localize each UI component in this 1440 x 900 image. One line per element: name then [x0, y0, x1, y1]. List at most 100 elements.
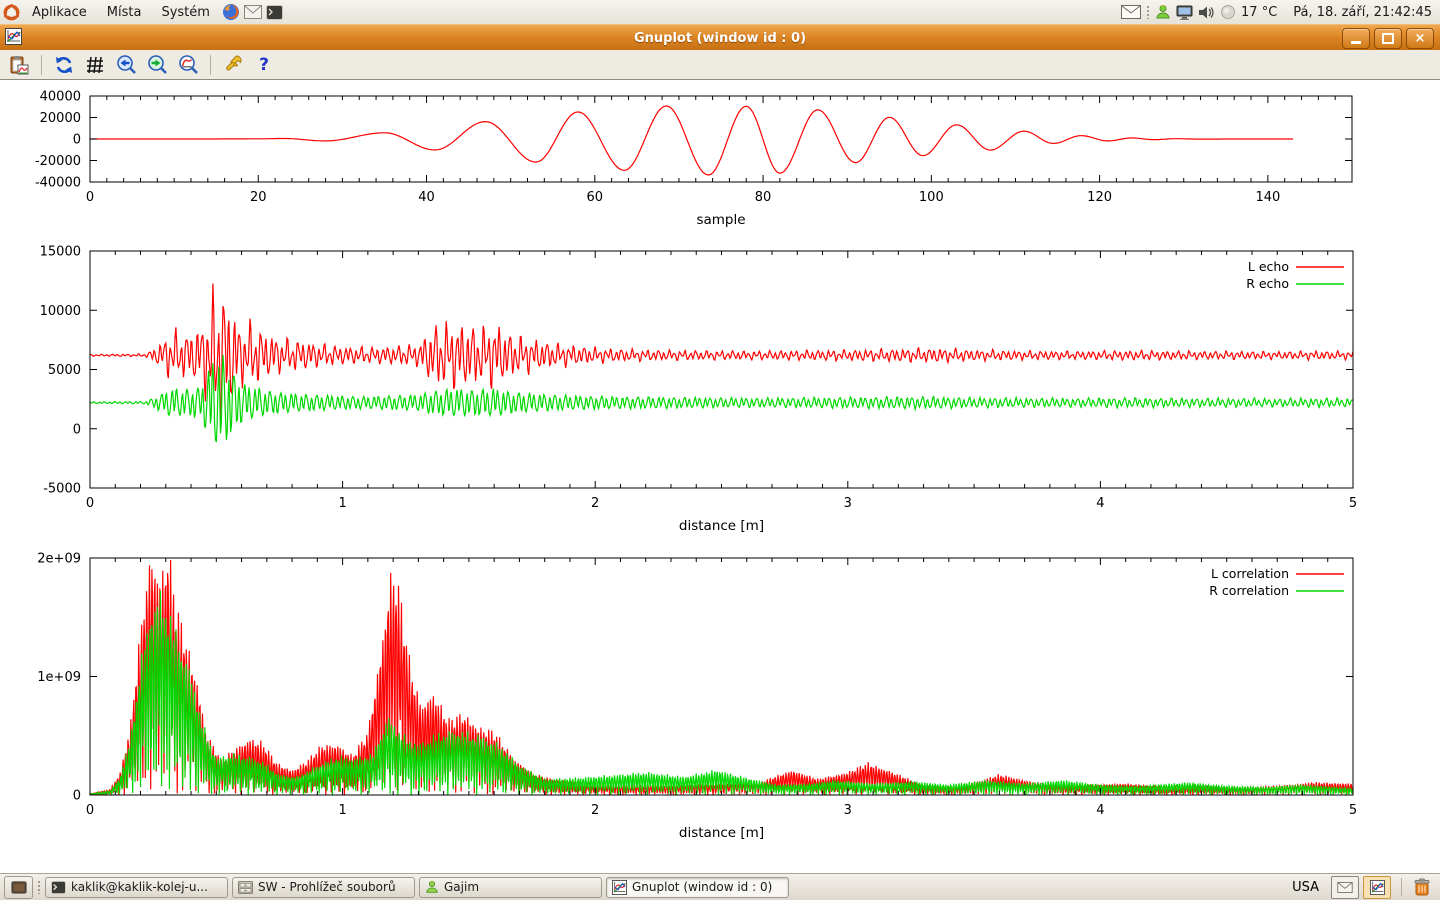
x-tick-label: 20 [250, 190, 267, 205]
task-terminal[interactable]: kaklik@kaklik-kolej-u... [45, 877, 228, 898]
gnuplot-window-icon [5, 28, 22, 45]
y-tick-label: -20000 [35, 154, 81, 169]
replot-button[interactable] [53, 54, 75, 76]
x-tick-label: 0 [86, 190, 94, 205]
terminal-icon [51, 881, 66, 894]
maximize-button[interactable] [1374, 28, 1402, 49]
help-button[interactable]: ? [253, 54, 275, 76]
x-tick-label: 4 [1096, 803, 1104, 818]
task-label: Gajim [444, 880, 479, 894]
y-tick-label: 5000 [48, 363, 81, 378]
zoom-next-icon [147, 54, 168, 75]
terminal-icon [266, 5, 283, 20]
copy-to-clipboard-button[interactable] [8, 54, 30, 76]
toggle-grid-button[interactable] [84, 54, 106, 76]
task-gajim[interactable]: Gajim [419, 877, 602, 898]
mail-launcher[interactable] [242, 0, 264, 24]
plot-border [90, 558, 1353, 795]
clock-indicator[interactable]: Pá, 18. září, 21:42:45 [1293, 5, 1432, 20]
x-tick-label: 0 [86, 803, 94, 818]
y-tick-label: 2e+09 [37, 552, 81, 567]
tray-gnuplot[interactable] [1363, 876, 1391, 899]
terminal-launcher[interactable] [264, 0, 286, 24]
y-tick-label: 10000 [40, 304, 81, 319]
task-label: SW - Prohlížeč souborů [258, 880, 396, 894]
trash-applet[interactable] [1412, 877, 1432, 897]
x-axis-label: distance [m] [679, 518, 764, 534]
series-l-correlation [90, 560, 1353, 795]
legend-label: L echo [1248, 259, 1289, 274]
previous-zoom-button[interactable] [115, 54, 137, 76]
toolbar-separator [210, 55, 211, 75]
y-tick-label: 15000 [40, 245, 81, 260]
firefox-launcher[interactable] [220, 0, 242, 24]
menu-mista[interactable]: Místa [97, 0, 152, 24]
user-switcher-icon[interactable] [1155, 4, 1171, 20]
gajim-icon [425, 880, 439, 894]
task-gnuplot[interactable]: Gnuplot (window id : 0) [606, 877, 789, 898]
y-tick-label: 0 [73, 789, 81, 804]
desktop-panel: Aplikace Místa Systém [0, 0, 1440, 25]
show-desktop-icon [11, 881, 27, 894]
task-label: Gnuplot (window id : 0) [632, 880, 772, 894]
next-zoom-button[interactable] [146, 54, 168, 76]
settings-button[interactable] [222, 54, 244, 76]
tray-mail[interactable] [1331, 876, 1359, 899]
legend-label: R correlation [1209, 583, 1289, 598]
ubuntu-logo-icon [3, 4, 20, 21]
copy-icon [9, 55, 29, 75]
close-button[interactable]: × [1406, 28, 1434, 49]
taskbar-separator [1401, 878, 1402, 896]
volume-icon[interactable] [1198, 5, 1215, 20]
legend-label: L correlation [1211, 566, 1289, 581]
mail-icon [244, 5, 262, 19]
mail-indicator-icon[interactable] [1121, 5, 1141, 19]
temperature-indicator[interactable]: 17 °C [1241, 5, 1277, 20]
x-tick-label: 3 [844, 496, 852, 511]
y-tick-label: 0 [73, 422, 81, 437]
y-tick-label: 40000 [40, 90, 81, 105]
x-tick-label: 60 [587, 190, 604, 205]
applet-handle[interactable] [1146, 5, 1150, 19]
x-tick-label: 1 [338, 803, 346, 818]
x-tick-label: 5 [1349, 496, 1357, 511]
y-tick-label: 20000 [40, 111, 81, 126]
x-tick-label: 80 [755, 190, 772, 205]
autoscale-button[interactable] [177, 54, 199, 76]
plot-3: 01234501e+092e+09distance [m]L correlati… [37, 552, 1357, 842]
ubuntu-logo-icon[interactable] [0, 0, 22, 24]
x-tick-label: 2 [591, 496, 599, 511]
mail-icon [1337, 882, 1353, 893]
grid-icon [86, 56, 104, 74]
legend-label: R echo [1246, 276, 1289, 291]
task-label: kaklik@kaklik-kolej-u... [71, 880, 208, 894]
plot-2: 012345-5000050001000015000distance [m]L … [40, 245, 1358, 535]
menu-aplikace[interactable]: Aplikace [22, 0, 97, 24]
task-file-manager[interactable]: SW - Prohlížeč souborů [232, 877, 415, 898]
firefox-icon [222, 3, 240, 21]
maximize-icon [1382, 33, 1394, 44]
taskbar: kaklik@kaklik-kolej-u... SW - Prohlížeč … [0, 873, 1440, 900]
gnuplot-toolbar: ? [0, 50, 1440, 80]
minimize-icon [1351, 41, 1361, 44]
toolbar-separator [41, 55, 42, 75]
y-tick-label: 1e+09 [37, 670, 81, 685]
x-tick-label: 5 [1349, 803, 1357, 818]
show-desktop-button[interactable] [4, 876, 33, 899]
weather-icon[interactable] [1220, 4, 1236, 20]
trash-icon [1412, 877, 1432, 897]
window-titlebar[interactable]: Gnuplot (window id : 0) × [0, 24, 1440, 51]
plot-1: 020406080100120140-40000-200000200004000… [35, 90, 1352, 229]
x-tick-label: 120 [1087, 190, 1112, 205]
plot-canvas[interactable]: 020406080100120140-40000-200000200004000… [0, 81, 1440, 873]
display-icon[interactable] [1176, 5, 1193, 20]
x-axis-label: sample [696, 212, 745, 228]
menu-system[interactable]: Systém [151, 0, 219, 24]
keyboard-layout-indicator[interactable]: USA [1284, 880, 1327, 895]
window-title: Gnuplot (window id : 0) [0, 31, 1440, 46]
gnuplot-icon [612, 880, 627, 895]
minimize-button[interactable] [1342, 28, 1370, 49]
series-chirp-waveform [90, 106, 1293, 175]
tasklist-handle[interactable] [37, 880, 41, 894]
x-tick-label: 1 [338, 496, 346, 511]
